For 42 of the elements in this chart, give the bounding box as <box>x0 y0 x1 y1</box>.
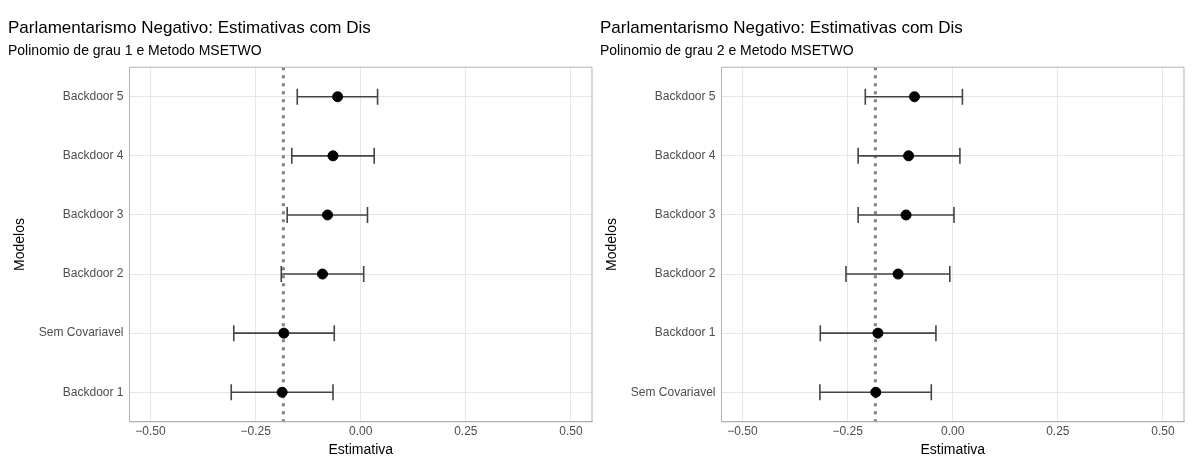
x-tick-label: −0.50 <box>727 424 759 439</box>
y-tick-label: Backdoor 5 <box>62 89 124 104</box>
y-tick-label: Backdoor 1 <box>62 384 124 399</box>
point <box>903 150 915 162</box>
point <box>276 386 288 398</box>
x-axis-title: Estimativa <box>920 441 986 458</box>
y-tick-label: Backdoor 2 <box>62 266 124 281</box>
y-tick-label: Sem Covariavel <box>38 325 124 340</box>
x-axis-title: Estimativa <box>328 441 394 458</box>
y-tick-label: Backdoor 3 <box>62 207 124 222</box>
y-tick-label: Backdoor 1 <box>654 325 716 340</box>
y-tick-label: Backdoor 2 <box>654 266 716 281</box>
point <box>322 209 334 221</box>
x-tick-label: −0.50 <box>135 424 167 439</box>
point <box>327 150 339 162</box>
y-tick-label: Backdoor 3 <box>654 207 716 222</box>
point <box>892 268 904 280</box>
x-tick-label: −0.25 <box>240 424 272 439</box>
point <box>278 327 290 339</box>
point <box>316 268 328 280</box>
x-tick-label: 0.00 <box>941 424 965 439</box>
x-tick-label: 0.00 <box>349 424 373 439</box>
y-tick-label: Backdoor 4 <box>62 148 124 163</box>
y-tick-label: Backdoor 4 <box>654 148 716 163</box>
point <box>870 386 882 398</box>
point <box>900 209 912 221</box>
x-tick-label: −0.25 <box>832 424 864 439</box>
x-tick-label: 0.50 <box>1151 424 1175 439</box>
x-tick-label: 0.25 <box>1046 424 1070 439</box>
y-axis-title: Modelos <box>603 218 620 271</box>
point <box>332 91 344 103</box>
x-tick-label: 0.25 <box>454 424 478 439</box>
chart-subtitle: Polinomio de grau 1 e Metodo MSETWO <box>8 41 262 58</box>
point <box>908 91 920 103</box>
chart-subtitle: Polinomio de grau 2 e Metodo MSETWO <box>600 41 854 58</box>
y-tick-label: Sem Covariavel <box>630 384 716 399</box>
chart-title: Parlamentarismo Negativo: Estimativas com Dis <box>600 17 963 37</box>
x-tick-label: 0.50 <box>559 424 583 439</box>
y-axis-title: Modelos <box>11 218 28 271</box>
point <box>872 327 884 339</box>
y-tick-label: Backdoor 5 <box>654 89 716 104</box>
chart-title: Parlamentarismo Negativo: Estimativas com Dis <box>8 17 371 37</box>
